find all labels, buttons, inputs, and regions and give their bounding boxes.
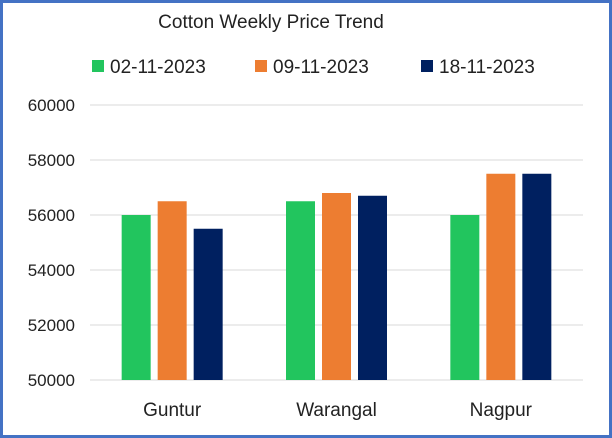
bar-warangal-series-0 bbox=[286, 201, 315, 380]
legend-label: 09-11-2023 bbox=[273, 57, 369, 78]
bar-warangal-series-2 bbox=[358, 195, 387, 380]
y-tick-label: 56000 bbox=[28, 206, 75, 225]
chart-title: Cotton Weekly Price Trend bbox=[158, 12, 384, 33]
bar-nagpur-series-0 bbox=[450, 215, 480, 380]
y-tick-label: 60000 bbox=[28, 96, 75, 115]
bar-nagpur-series-2 bbox=[522, 173, 552, 380]
y-tick-label: 54000 bbox=[28, 261, 75, 280]
bar-guntur-series-2 bbox=[193, 228, 223, 380]
x-tick-label: Warangal bbox=[296, 400, 377, 421]
x-tick-label: Guntur bbox=[143, 400, 202, 421]
bar-guntur-series-0 bbox=[121, 215, 151, 380]
bar-guntur-series-1 bbox=[157, 201, 187, 380]
legend-label: 02-11-2023 bbox=[110, 57, 206, 78]
y-tick-label: 50000 bbox=[28, 371, 75, 390]
x-axis-ticks: Guntur Warangal Nagpur bbox=[143, 400, 533, 421]
legend-swatch bbox=[421, 60, 433, 72]
bars bbox=[121, 173, 552, 380]
bar-chart: Cotton Weekly Price Trend 02-11-2023 09-1… bbox=[28, 12, 583, 421]
legend-swatch bbox=[92, 60, 104, 72]
legend-label: 18-11-2023 bbox=[439, 57, 535, 78]
bar-warangal-series-1 bbox=[322, 193, 351, 380]
legend: 02-11-2023 09-11-2023 18-11-2023 bbox=[92, 57, 535, 78]
y-axis-ticks: 50000 52000 54000 56000 58000 60000 bbox=[28, 96, 75, 390]
x-tick-label: Nagpur bbox=[470, 400, 533, 421]
y-tick-label: 58000 bbox=[28, 151, 75, 170]
bar-nagpur-series-1 bbox=[486, 173, 516, 380]
y-tick-label: 52000 bbox=[28, 316, 75, 335]
legend-swatch bbox=[255, 60, 267, 72]
